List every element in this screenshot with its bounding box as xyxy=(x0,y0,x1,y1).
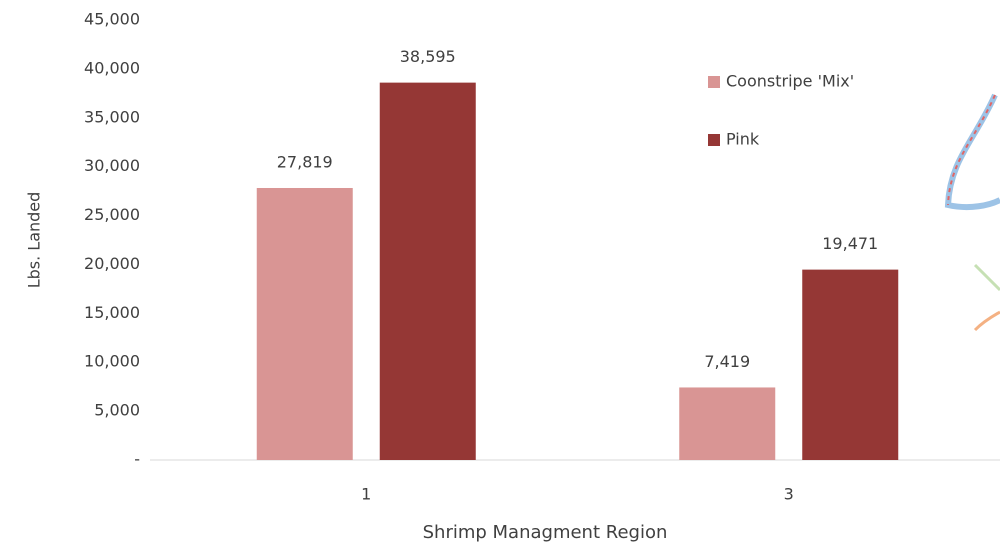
y-tick-label: 15,000 xyxy=(84,303,140,322)
data-label: 38,595 xyxy=(400,47,456,66)
x-tick-label: 1 xyxy=(361,485,371,504)
legend-swatch xyxy=(708,76,720,88)
legend-swatch xyxy=(708,134,720,146)
y-tick-label: 30,000 xyxy=(84,156,140,175)
y-tick-label: 10,000 xyxy=(84,352,140,371)
y-tick-label: 25,000 xyxy=(84,205,140,224)
bar xyxy=(256,187,353,460)
bar xyxy=(802,269,899,460)
legend-label: Coonstripe 'Mix' xyxy=(726,72,854,91)
y-tick-label: 45,000 xyxy=(84,10,140,29)
y-tick-label: 20,000 xyxy=(84,254,140,273)
x-tick-label: 3 xyxy=(784,485,794,504)
x-axis-title: Shrimp Managment Region xyxy=(423,522,668,543)
y-tick-label: 5,000 xyxy=(94,401,140,420)
data-label: 7,419 xyxy=(704,352,750,371)
map-decoration xyxy=(944,93,1000,332)
y-tick-label: - xyxy=(134,450,140,469)
y-tick-label: 35,000 xyxy=(84,107,140,126)
y-axis-title: Lbs. Landed xyxy=(25,192,44,289)
data-label: 27,819 xyxy=(277,152,333,171)
bar xyxy=(679,387,776,460)
data-label: 19,471 xyxy=(822,234,878,253)
bar xyxy=(379,82,476,461)
y-tick-label: 40,000 xyxy=(84,58,140,77)
legend-label: Pink xyxy=(726,130,760,149)
